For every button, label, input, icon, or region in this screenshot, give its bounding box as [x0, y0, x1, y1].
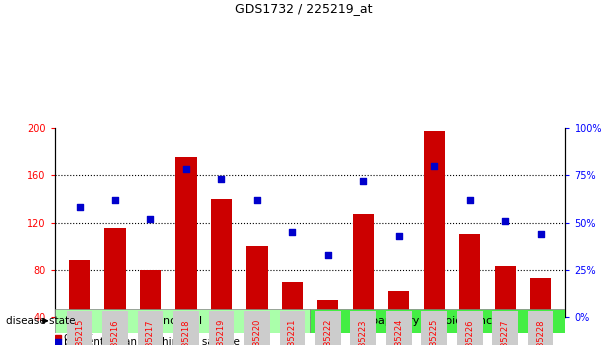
Text: GSM85226: GSM85226: [465, 319, 474, 345]
Text: GSM85220: GSM85220: [252, 319, 261, 345]
Text: papillary thyroid cancer: papillary thyroid cancer: [371, 316, 504, 326]
Point: [536, 231, 545, 237]
Point: [216, 176, 226, 182]
Bar: [424, 131, 445, 345]
Bar: [175, 157, 196, 345]
Bar: [459, 234, 480, 345]
Text: GSM85217: GSM85217: [146, 319, 155, 345]
Text: percentile rank within the sample: percentile rank within the sample: [64, 337, 240, 345]
Text: normal: normal: [163, 316, 202, 326]
Text: GSM85228: GSM85228: [536, 319, 545, 345]
Bar: [388, 291, 409, 345]
Text: GSM85223: GSM85223: [359, 319, 368, 345]
Point: [500, 218, 510, 224]
Text: GSM85218: GSM85218: [181, 319, 190, 345]
Text: GSM85222: GSM85222: [323, 319, 333, 345]
Text: GDS1732 / 225219_at: GDS1732 / 225219_at: [235, 2, 373, 15]
Bar: [140, 270, 161, 345]
Point: [110, 197, 120, 203]
Bar: [530, 278, 551, 345]
Bar: [69, 260, 90, 345]
Bar: [317, 299, 339, 345]
FancyBboxPatch shape: [55, 309, 310, 333]
FancyBboxPatch shape: [310, 309, 565, 333]
Text: GSM85227: GSM85227: [500, 319, 510, 345]
Text: GSM85216: GSM85216: [111, 319, 120, 345]
Text: GSM85215: GSM85215: [75, 319, 84, 345]
Point: [181, 167, 191, 172]
Point: [323, 252, 333, 257]
Bar: [353, 214, 374, 345]
Point: [394, 233, 404, 239]
Text: GSM85221: GSM85221: [288, 319, 297, 345]
Point: [429, 163, 439, 168]
Bar: [105, 228, 126, 345]
Text: GSM85224: GSM85224: [394, 319, 403, 345]
Bar: [55, 335, 61, 338]
Text: disease state: disease state: [6, 316, 75, 326]
Bar: [246, 246, 268, 345]
Point: [145, 216, 155, 221]
Point: [358, 178, 368, 184]
Text: GSM85219: GSM85219: [217, 319, 226, 345]
Text: GSM85225: GSM85225: [430, 319, 439, 345]
Bar: [282, 282, 303, 345]
Point: [75, 205, 85, 210]
Bar: [494, 266, 516, 345]
Bar: [211, 199, 232, 345]
Point: [54, 339, 63, 345]
Text: count: count: [64, 332, 94, 342]
Point: [465, 197, 474, 203]
Point: [288, 229, 297, 235]
Point: [252, 197, 261, 203]
